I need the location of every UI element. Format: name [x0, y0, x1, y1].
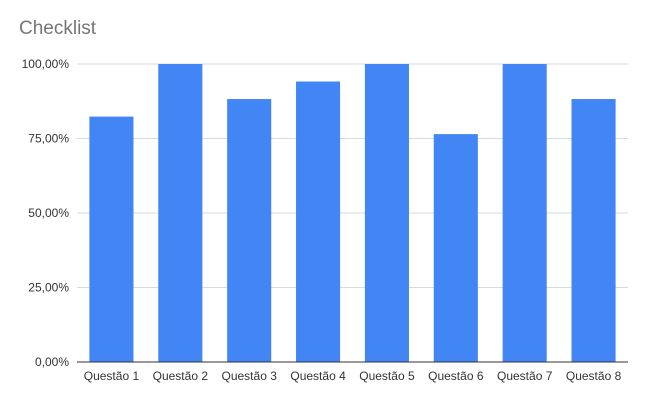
axes: 0,00% 25,00% 50,00% 75,00% 100,00% Questão 1 Q… — [22, 57, 628, 383]
x-tick-label: Questão 1 — [84, 369, 140, 383]
x-tick-label: Questão 4 — [290, 369, 346, 383]
x-tick-label: Questão 8 — [566, 369, 622, 383]
bar — [571, 99, 616, 362]
y-tick-label: 0,00% — [35, 355, 69, 369]
y-tick-label: 75,00% — [28, 132, 69, 146]
bar — [433, 134, 478, 362]
x-tick-label: Questão 7 — [497, 369, 553, 383]
x-tick-label: Questão 3 — [222, 369, 278, 383]
bar — [89, 116, 134, 362]
chart-title: Checklist — [19, 18, 97, 39]
y-tick-label: 25,00% — [28, 281, 69, 295]
bar — [364, 64, 409, 362]
bars — [89, 64, 616, 362]
y-tick-label: 50,00% — [28, 206, 69, 220]
bar — [227, 99, 272, 362]
bar — [296, 81, 341, 362]
x-tick-label: Questão 5 — [359, 369, 415, 383]
y-tick-label: 100,00% — [22, 57, 70, 71]
bar — [502, 64, 547, 362]
bar — [158, 64, 203, 362]
x-tick-label: Questão 6 — [428, 369, 484, 383]
x-tick-label: Questão 2 — [153, 369, 209, 383]
